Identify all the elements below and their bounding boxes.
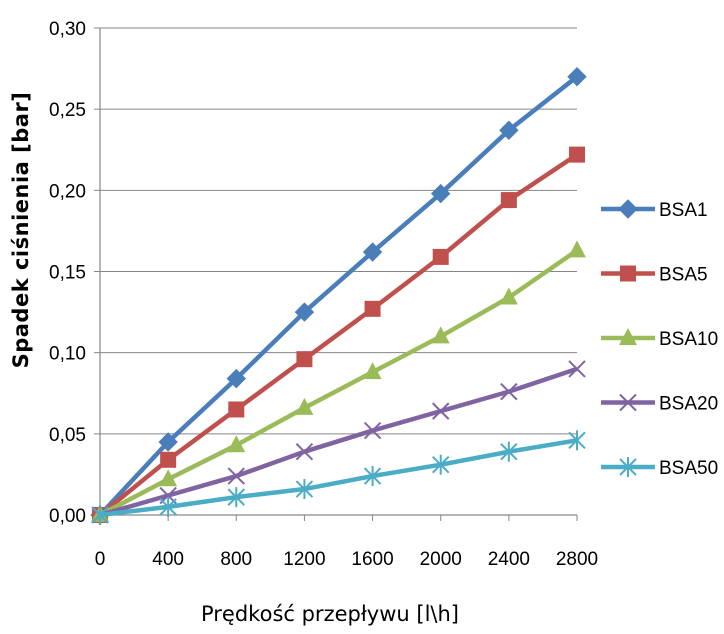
legend-marker xyxy=(620,265,636,282)
legend: BSA1 BSA5 BSA10 BSA20 BSA50 xyxy=(601,199,718,479)
legend-marker xyxy=(618,199,638,219)
data-point xyxy=(567,66,587,87)
data-point xyxy=(227,467,245,485)
legend-label: BSA5 xyxy=(659,265,708,286)
legend-item-bsa5: BSA5 xyxy=(601,265,708,286)
series-line xyxy=(98,152,579,517)
y-tick-label: 0,10 xyxy=(49,344,86,365)
series-line xyxy=(99,366,578,518)
x-tick-label: 1200 xyxy=(283,549,325,570)
legend-label: BSA1 xyxy=(659,200,708,221)
series-bsa10 xyxy=(91,240,586,522)
data-point xyxy=(158,432,178,452)
x-tick-label: 400 xyxy=(152,549,184,570)
data-point xyxy=(431,183,451,204)
x-tick-label: 1600 xyxy=(351,549,393,570)
data-point xyxy=(159,496,177,517)
legend-item-bsa20: BSA20 xyxy=(601,394,718,415)
x-axis-title: Prędkość przepływu [l\h] xyxy=(201,602,459,626)
data-point xyxy=(364,300,381,317)
data-point xyxy=(91,505,109,525)
y-tick-label: 0,05 xyxy=(49,425,86,446)
data-point xyxy=(159,469,178,487)
data-point xyxy=(363,421,382,440)
data-point xyxy=(431,326,450,344)
data-point xyxy=(296,351,313,368)
data-point xyxy=(500,441,518,462)
series-line xyxy=(99,438,578,518)
y-tick-label: 0,20 xyxy=(49,181,86,202)
series-bsa50 xyxy=(91,430,586,525)
legend-label: BSA10 xyxy=(659,329,718,350)
x-tick-labels: 0 400 800 1200 1600 2000 2400 2800 xyxy=(95,549,598,570)
data-point xyxy=(568,240,586,258)
y-axis-title: Spadek ciśnienia [bar] xyxy=(9,92,33,369)
series-bsa5 xyxy=(92,146,585,523)
y-tick-label: 0,15 xyxy=(49,263,86,284)
y-tick-label: 0,00 xyxy=(49,506,86,527)
data-point xyxy=(432,248,449,265)
data-point xyxy=(295,397,314,415)
data-point xyxy=(227,487,245,508)
x-tick-label: 2000 xyxy=(420,549,462,570)
data-point xyxy=(160,451,177,468)
data-point xyxy=(295,442,314,461)
y-tick-label: 0,25 xyxy=(49,100,86,121)
data-point xyxy=(569,146,585,163)
data-point xyxy=(363,362,382,380)
y-tick-labels: 0,00 0,05 0,10 0,15 0,20 0,25 0,30 xyxy=(49,19,86,527)
x-tick-label: 2400 xyxy=(488,549,530,570)
series-line xyxy=(98,248,579,517)
x-tick-label: 0 xyxy=(95,549,106,570)
y-tick-label: 0,30 xyxy=(49,19,86,40)
data-point xyxy=(363,466,382,487)
data-point xyxy=(568,360,586,378)
data-point xyxy=(295,479,314,500)
x-tick-label: 800 xyxy=(220,549,252,570)
data-point xyxy=(228,401,245,418)
data-point xyxy=(499,287,518,305)
data-point xyxy=(432,454,450,475)
legend-label: BSA20 xyxy=(659,394,718,415)
x-tick-label: 2800 xyxy=(556,549,598,570)
legend-marker xyxy=(619,457,637,477)
series-bsa20 xyxy=(91,360,586,524)
legend-item-bsa10: BSA10 xyxy=(601,328,718,350)
data-point xyxy=(294,302,315,322)
gridlines xyxy=(100,27,577,435)
legend-marker xyxy=(619,328,637,345)
data-point xyxy=(500,192,517,209)
axes xyxy=(94,27,578,521)
data-point xyxy=(362,242,383,262)
series-group xyxy=(90,66,587,525)
data-point xyxy=(432,402,450,420)
data-point xyxy=(499,120,519,140)
data-point xyxy=(226,368,246,389)
legend-label: BSA50 xyxy=(659,458,718,479)
data-point xyxy=(500,382,518,401)
data-point xyxy=(568,430,586,451)
data-point xyxy=(227,435,246,453)
legend-marker xyxy=(619,393,637,412)
legend-item-bsa50: BSA50 xyxy=(601,457,718,479)
legend-item-bsa1: BSA1 xyxy=(601,199,708,221)
series-line xyxy=(98,74,579,517)
